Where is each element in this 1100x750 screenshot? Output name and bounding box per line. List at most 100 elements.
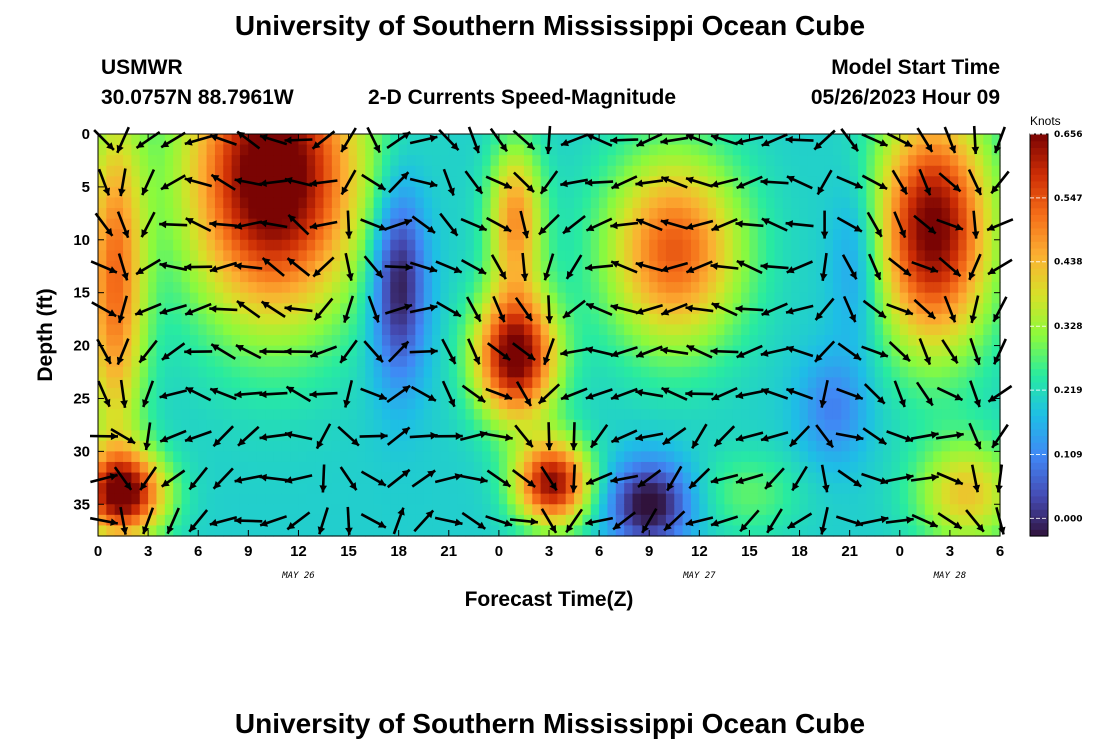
heatmap-cell <box>540 366 550 378</box>
heatmap-cell <box>690 250 700 262</box>
heatmap-cell <box>164 430 174 442</box>
heatmap-cell <box>782 208 792 220</box>
heatmap-cell <box>791 313 801 326</box>
heatmap-cell <box>315 324 325 336</box>
heatmap-cell <box>807 324 817 336</box>
heatmap-cell <box>741 155 751 167</box>
current-vector <box>309 390 338 399</box>
heatmap-cell <box>181 165 191 177</box>
heatmap-cell <box>181 229 191 241</box>
heatmap-cell <box>540 186 550 199</box>
heatmap-cell <box>824 155 834 167</box>
heatmap-cell <box>390 134 400 146</box>
heatmap-cell <box>139 134 149 146</box>
heatmap-cell <box>123 144 133 156</box>
heatmap-cell <box>899 461 909 474</box>
heatmap-cell <box>774 461 784 474</box>
heatmap-cell <box>924 345 934 357</box>
heatmap-cell <box>281 165 291 177</box>
heatmap-cell <box>816 292 826 304</box>
heatmap-cell <box>256 197 266 209</box>
heatmap-cell <box>774 324 784 336</box>
heatmap-cell <box>749 176 759 188</box>
heatmap-cell <box>248 430 258 442</box>
heatmap-cell <box>273 260 283 273</box>
heatmap-cell <box>665 165 675 177</box>
heatmap-cell <box>858 197 867 209</box>
heatmap-cell <box>974 324 984 336</box>
heatmap-cell <box>916 387 926 400</box>
heatmap-cell <box>991 155 1001 167</box>
heatmap-cell <box>757 398 767 410</box>
heatmap-cell <box>306 419 316 431</box>
heatmap-cell <box>448 134 458 146</box>
heatmap-cell <box>432 472 442 484</box>
heatmap-cell <box>716 186 725 199</box>
heatmap-cell <box>373 377 383 389</box>
y-tick-label: 20 <box>73 338 90 355</box>
heatmap-cell <box>440 409 450 421</box>
heatmap-cell <box>807 176 817 188</box>
heatmap-cell <box>874 324 884 336</box>
heatmap-cell <box>114 303 124 315</box>
heatmap-cell <box>707 419 717 431</box>
heatmap-cell <box>632 335 642 347</box>
heatmap-cell <box>473 229 483 241</box>
heatmap-cell <box>490 186 500 199</box>
heatmap-cell <box>574 335 584 347</box>
current-vector <box>585 178 614 187</box>
heatmap-cell <box>106 324 116 336</box>
heatmap-cell <box>106 208 116 220</box>
heatmap-cell <box>515 398 525 410</box>
heatmap-cell <box>941 324 951 336</box>
heatmap-cell <box>599 197 609 209</box>
heatmap-cell <box>682 197 692 209</box>
heatmap-cell <box>231 419 241 431</box>
heatmap-cell <box>98 451 107 463</box>
heatmap-cell <box>924 176 934 188</box>
heatmap-cell <box>724 366 734 378</box>
heatmap-cell <box>189 430 199 442</box>
heatmap-cell <box>473 366 483 378</box>
heatmap-cell <box>782 451 792 463</box>
heatmap-cell <box>373 525 383 537</box>
heatmap-cell <box>549 483 558 495</box>
heatmap-cell <box>331 451 341 463</box>
heatmap-cell <box>432 292 442 304</box>
heatmap-cell <box>281 218 291 230</box>
heatmap-cell <box>457 208 467 220</box>
heatmap-cell <box>198 461 208 474</box>
heatmap-cell <box>707 239 717 251</box>
current-vector <box>841 254 858 280</box>
heatmap-cell <box>690 483 700 495</box>
heatmap-cell <box>532 303 542 315</box>
heatmap-cell <box>749 419 759 431</box>
heatmap-cell <box>590 504 600 516</box>
heatmap-cell <box>164 250 174 262</box>
heatmap-cell <box>448 155 458 167</box>
x-tick-label: 6 <box>194 543 202 560</box>
current-vector <box>888 341 911 363</box>
heatmap-cell <box>273 483 283 495</box>
current-vector <box>259 390 288 399</box>
heatmap-cell <box>874 472 884 484</box>
current-vector <box>386 468 411 489</box>
colorbar-cell <box>1030 241 1048 249</box>
heatmap-cell <box>114 155 124 167</box>
heatmap-cell <box>231 313 241 326</box>
heatmap-cell <box>123 303 133 315</box>
heatmap-cell <box>649 398 659 410</box>
heatmap-cell <box>381 313 391 326</box>
heatmap-cell <box>966 493 976 505</box>
x-tick-label: 0 <box>94 543 102 560</box>
heatmap-cell <box>156 345 166 357</box>
heatmap-cell <box>858 208 867 220</box>
heatmap-cell <box>649 461 659 474</box>
heatmap-cell <box>131 472 141 484</box>
heatmap-cell <box>874 409 884 421</box>
heatmap-cell <box>933 303 943 315</box>
heatmap-cell <box>874 134 884 146</box>
heatmap-cell <box>716 197 725 209</box>
heatmap-cell <box>716 451 725 463</box>
heatmap-cell <box>899 197 909 209</box>
